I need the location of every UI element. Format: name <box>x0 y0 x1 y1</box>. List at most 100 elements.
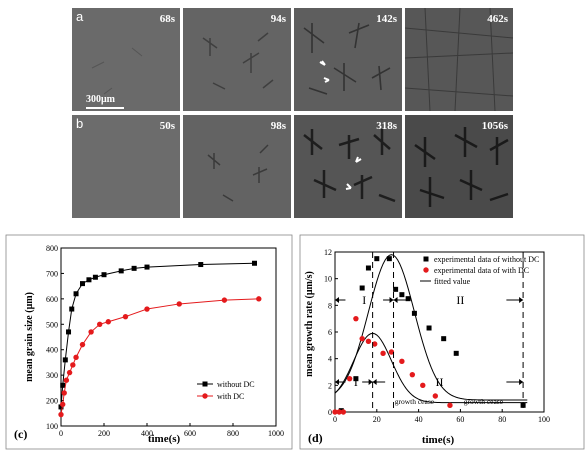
data-point <box>61 390 67 396</box>
x-tick-label: 1000 <box>268 429 284 438</box>
data-point <box>131 265 137 271</box>
y-tick-label: 4 <box>328 355 332 364</box>
data-point <box>426 325 432 331</box>
data-point <box>374 256 380 262</box>
data-point <box>393 286 399 292</box>
arrow-head <box>372 379 377 385</box>
data-point <box>380 350 386 357</box>
data-point <box>388 349 395 355</box>
legend-marker <box>202 393 208 399</box>
panel-label-d: (d) <box>308 431 323 445</box>
row-label-b: b <box>76 116 84 131</box>
data-point <box>66 369 73 376</box>
micrograph-a-3: 142s <box>294 8 402 111</box>
data-point <box>73 291 79 297</box>
data-point <box>198 262 204 268</box>
x-axis-label: time(s) <box>148 433 181 445</box>
x-tick-label: 600 <box>184 429 196 438</box>
data-point <box>340 409 347 415</box>
scale-bar-line <box>86 107 124 109</box>
data-point <box>105 319 112 325</box>
y-axis-label: mean growth rate (μm/s) <box>304 271 315 377</box>
y-tick-label: 300 <box>46 371 58 380</box>
arrow-head <box>335 379 339 385</box>
data-point <box>79 341 86 348</box>
micrograph-figure: a 68s 300μm 94s <box>72 8 515 220</box>
y-tick-label: 100 <box>46 422 58 431</box>
x-tick-label: 0 <box>59 429 63 438</box>
micrograph-b-2: 98s <box>183 115 291 218</box>
data-point <box>386 256 392 262</box>
data-point <box>80 281 85 287</box>
region-label: I <box>354 375 358 389</box>
chart-growth-rate: 0 20 40 60 80 100 0 2 4 6 8 10 12 experimental data … <box>299 234 585 450</box>
micrograph-texture <box>405 115 513 218</box>
arrow-head <box>519 379 524 385</box>
x-axis-label: time(s) <box>422 434 455 446</box>
chart-grain-size: 0 200 400 600 800 1000 100 200 300 400 500 600 700 80… <box>5 234 293 450</box>
legend-label: experimental data of with DC <box>434 266 529 275</box>
data-point <box>122 313 129 320</box>
data-point <box>62 357 68 363</box>
y-tick-label: 0 <box>328 408 332 417</box>
fit-curve <box>334 332 528 404</box>
x-tick-label: 80 <box>498 415 506 424</box>
y-tick-label: 400 <box>46 346 58 355</box>
micrograph-a-2: 94s <box>183 8 291 111</box>
y-tick-label: 500 <box>46 320 58 329</box>
y-tick-label: 2 <box>328 381 332 390</box>
scale-bar: 300μm <box>86 94 124 109</box>
data-point <box>359 335 365 342</box>
y-axis-label: mean grain size (μm) <box>24 292 35 382</box>
data-point <box>332 409 338 415</box>
fit-curve <box>334 254 528 401</box>
legend-label: without DC <box>217 380 255 389</box>
data-point <box>73 354 79 361</box>
y-tick-label: 700 <box>46 269 58 278</box>
growth-cease-label: growth cease <box>395 397 435 406</box>
data-point <box>399 358 405 365</box>
scale-bar-label: 300μm <box>86 94 115 105</box>
data-point <box>69 306 75 312</box>
data-point <box>411 310 417 316</box>
arrow-head <box>368 379 373 385</box>
data-point <box>365 338 372 345</box>
y-tick-label: 200 <box>46 397 58 406</box>
time-label: 1056s <box>481 120 508 132</box>
data-point <box>447 402 453 409</box>
data-point <box>58 411 64 418</box>
data-point <box>58 404 64 410</box>
data-point <box>88 329 94 335</box>
data-point <box>409 371 416 378</box>
data-point <box>92 274 98 280</box>
x-tick-label: 0 <box>333 415 337 424</box>
data-point <box>432 393 439 399</box>
data-point <box>60 382 66 388</box>
y-tick-label: 600 <box>46 295 58 304</box>
data-point <box>221 297 228 303</box>
arrow-head <box>335 297 339 303</box>
x-tick-label: 20 <box>373 415 381 424</box>
data-point <box>405 296 411 302</box>
data-point <box>144 264 150 270</box>
data-point <box>441 336 447 342</box>
micrograph-texture <box>72 8 180 111</box>
micrograph-b-3: 318s <box>294 115 402 218</box>
time-label: 94s <box>270 13 286 25</box>
micrograph-texture <box>72 115 180 218</box>
data-point <box>420 382 426 389</box>
time-label: 68s <box>159 13 175 25</box>
arrow-head <box>389 297 394 303</box>
micrograph-a-4: 462s <box>405 8 513 111</box>
data-point <box>176 301 182 307</box>
x-tick-label: 800 <box>227 429 239 438</box>
series-line <box>60 298 259 415</box>
data-point <box>336 409 342 415</box>
micrograph-texture <box>405 8 513 111</box>
micrograph-texture <box>294 8 402 111</box>
plot-frame <box>60 247 277 427</box>
data-point <box>372 341 378 347</box>
y-tick-label: 12 <box>324 248 332 257</box>
micrograph-texture <box>183 115 291 218</box>
arrow-head <box>519 297 524 303</box>
